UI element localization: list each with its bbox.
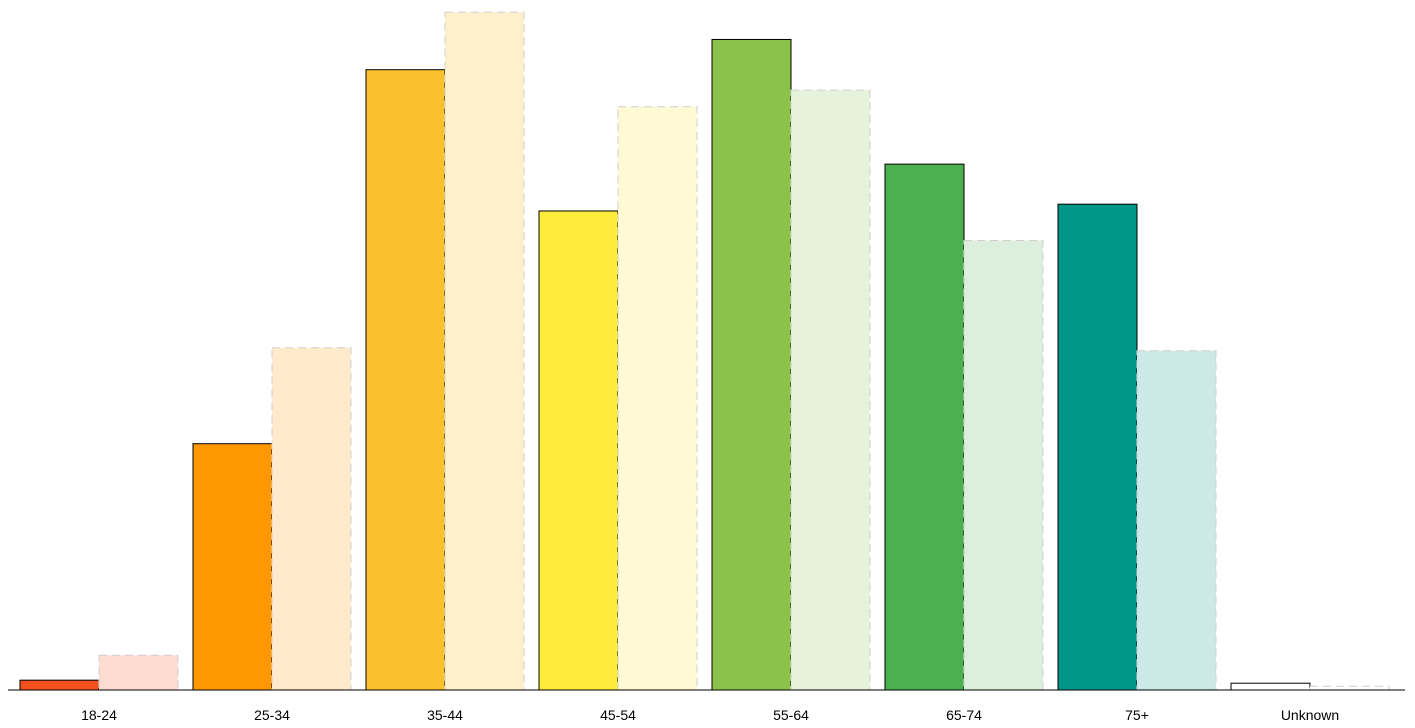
x-tick-label: Unknown	[1281, 707, 1339, 723]
bars-group	[19, 11, 1390, 691]
bar-45-54-series-1	[538, 210, 619, 691]
bar-18-24-series-1	[19, 679, 100, 691]
bar-75--series-2	[1136, 350, 1217, 691]
bar-65-74-series-2	[963, 239, 1044, 691]
bar-55-64-series-1	[711, 38, 792, 691]
bar-unknown-series-1	[1230, 682, 1311, 691]
bar-18-24-series-2	[98, 654, 179, 691]
x-tick-label: 75+	[1125, 707, 1149, 723]
bar-35-44-series-2	[444, 11, 525, 691]
bar-35-44-series-1	[365, 69, 446, 691]
x-tick-label: 18-24	[81, 707, 117, 723]
bar-75--series-1	[1057, 203, 1138, 691]
bar-55-64-series-2	[790, 89, 871, 691]
x-tick-label: 25-34	[254, 707, 290, 723]
bar-unknown-series-2	[1309, 685, 1390, 691]
bar-65-74-series-1	[884, 163, 965, 691]
x-tick-labels: 18-24 25-34 35-44 45-54 55-64 65-74 75+ Unknown	[81, 707, 1339, 723]
x-tick-label: 45-54	[600, 707, 636, 723]
bar-45-54-series-2	[617, 106, 698, 691]
x-tick-label: 55-64	[773, 707, 809, 723]
x-tick-label: 65-74	[946, 707, 982, 723]
bar-25-34-series-2	[271, 347, 352, 691]
bar-25-34-series-1	[192, 443, 273, 691]
x-tick-label: 35-44	[427, 707, 463, 723]
